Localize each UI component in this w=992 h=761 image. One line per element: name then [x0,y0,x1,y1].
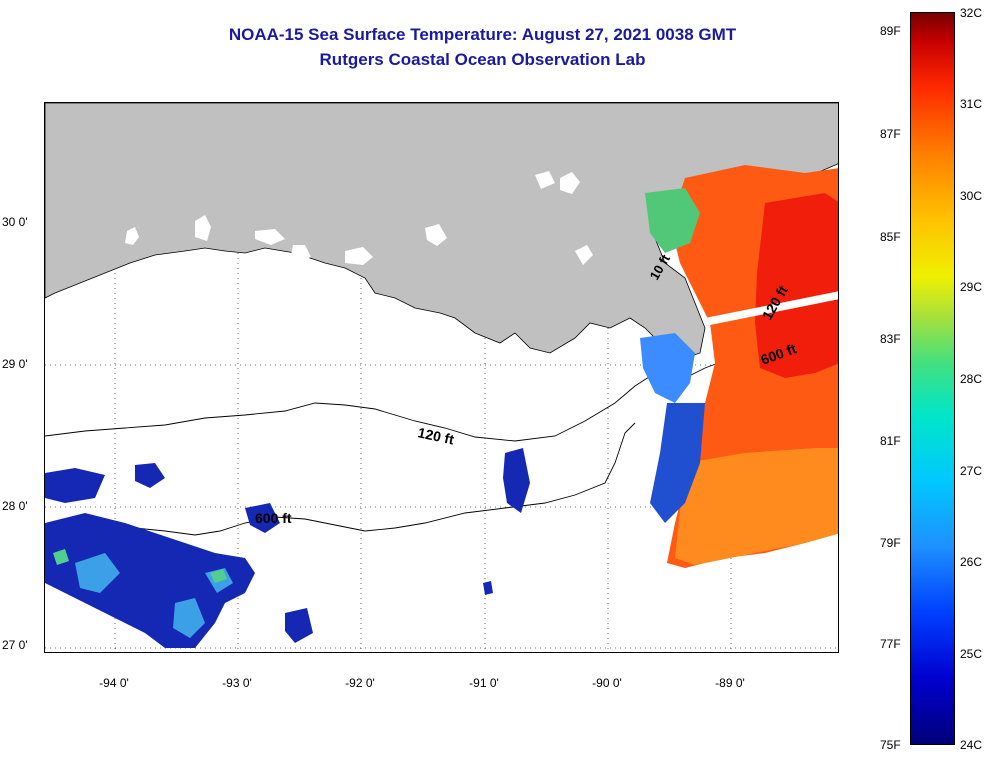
contour-120ft [45,362,676,442]
colorbar-c-label: 25C [960,647,983,661]
contour-600ft-west [45,422,636,536]
temperature-colorbar [910,12,955,745]
sst-orange-south [675,448,838,565]
lon-label-89: -89 0' [715,676,745,690]
lon-label-91: -91 0' [469,676,499,690]
colorbar-f-label: 81F [880,434,901,448]
colorbar-c-label: 26C [960,555,983,569]
lat-label-30: 30 0' [2,215,28,229]
lon-label-92: -92 0' [345,676,375,690]
lon-label-94: -94 0' [99,676,129,690]
colorbar-f-label: 79F [880,536,901,550]
colorbar-f-label: 89F [880,24,901,38]
colorbar-c-label: 29C [960,280,983,294]
lon-label-93: -93 0' [222,676,252,690]
lat-label-28: 28 0' [2,499,28,513]
sst-map: 120 ft 600 ft 600 ft 120 ft 10 ft [44,102,839,653]
colorbar-f-label: 77F [880,637,901,651]
colorbar-f-label: 75F [880,738,901,752]
colorbar-f-label: 85F [880,230,901,244]
sst-mixed-coast [640,333,695,403]
colorbar-f-label: 87F [880,127,901,141]
map-title: NOAA-15 Sea Surface Temperature: August … [228,25,737,44]
colorbar-c-label: 31C [960,97,983,111]
lakes [125,171,593,265]
contour-label-120ft: 120 ft [416,424,455,447]
colorbar-f-label: 83F [880,332,901,346]
sst-cool-green [53,549,227,583]
colorbar-c-label: 28C [960,372,983,386]
lat-label-27: 27 0' [2,638,28,652]
contour-label-600ft-west: 600 ft [255,510,292,526]
sst-cool-southwest [45,448,530,648]
map-subtitle: Rutgers Coastal Ocean Observation Lab [319,50,646,69]
lon-label-90: -90 0' [592,676,622,690]
colorbar-c-label: 30C [960,189,983,203]
sst-hot-core [755,193,838,378]
lat-label-29: 29 0' [2,357,28,371]
sst-mixed-coast-2 [645,188,700,253]
colorbar-c-label: 27C [960,464,983,478]
sst-mixed-west-edge [650,403,705,523]
colorbar-c-label: 32C [960,6,983,20]
colorbar-c-label: 24C [960,738,983,752]
cloud-streak [705,291,838,326]
map-canvas: 120 ft 600 ft 600 ft 120 ft 10 ft [45,103,838,652]
